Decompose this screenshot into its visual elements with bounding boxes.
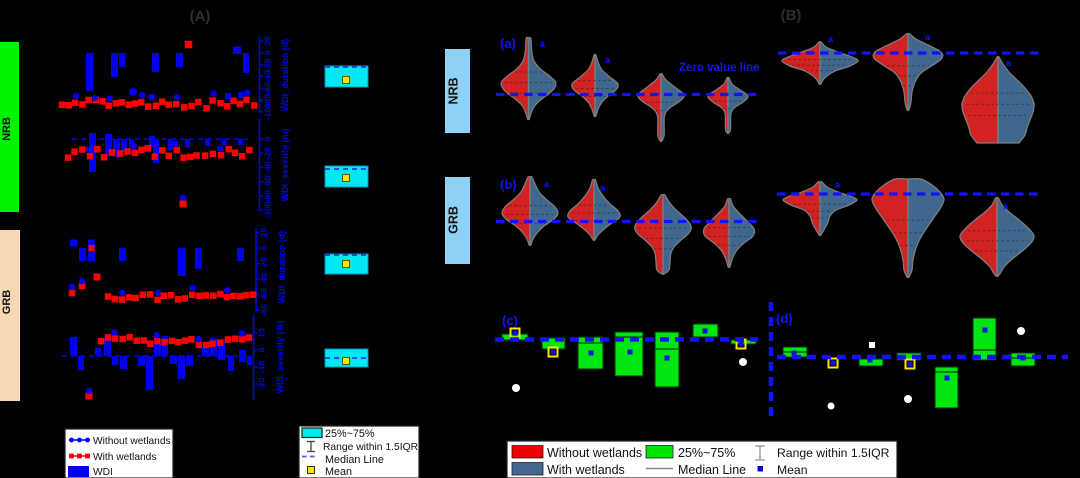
svg-text:a: a	[1006, 58, 1012, 68]
svg-text:Without wetlands: Without wetlands	[93, 436, 171, 447]
svg-text:Median Line: Median Line	[678, 463, 746, 477]
svg-text:a: a	[1003, 201, 1009, 211]
svg-text:a: a	[544, 179, 550, 189]
svg-text:NRB: NRB	[1, 117, 13, 141]
svg-text:a: a	[605, 55, 611, 65]
svg-text:(b): (b)	[500, 177, 517, 192]
svg-text:(c): (c)	[502, 313, 518, 328]
svg-text:With wetlands: With wetlands	[547, 463, 625, 477]
svg-text:0: 0	[259, 245, 269, 250]
svg-text:-100: -100	[263, 201, 273, 218]
svg-text:GRB: GRB	[447, 206, 461, 234]
svg-text:-80: -80	[263, 190, 273, 203]
svg-text:-20: -20	[257, 378, 267, 391]
svg-text:GRB: GRB	[1, 290, 13, 315]
svg-text:-40: -40	[259, 273, 269, 286]
svg-text:25%~75%: 25%~75%	[325, 428, 375, 440]
svg-text:WDI_severity (%): WDI_severity (%)	[275, 320, 285, 393]
svg-text:-40: -40	[263, 161, 273, 174]
svg-text:NRB: NRB	[447, 77, 461, 104]
svg-text:(d): (d)	[776, 311, 793, 326]
svg-text:0: 0	[263, 136, 273, 141]
svg-text:Range within 1.5IQR: Range within 1.5IQR	[323, 442, 418, 453]
svg-text:-100: -100	[263, 103, 273, 120]
svg-text:0: 0	[257, 347, 267, 352]
svg-text:-20: -20	[263, 147, 273, 160]
svg-text:-60: -60	[263, 82, 273, 95]
svg-text:WDI_duration (d): WDI_duration (d)	[280, 39, 290, 112]
svg-text:WDI_duration (d): WDI_duration (d)	[277, 231, 287, 304]
svg-text:-10: -10	[257, 361, 267, 374]
svg-text:-20: -20	[263, 58, 273, 71]
svg-text:(a): (a)	[500, 36, 516, 51]
svg-text:Mean: Mean	[777, 463, 808, 477]
svg-text:25%~75%: 25%~75%	[678, 446, 735, 460]
svg-text:Without wetlands: Without wetlands	[547, 446, 642, 460]
svg-text:20: 20	[263, 36, 273, 46]
svg-text:With wetlands: With wetlands	[93, 452, 156, 463]
svg-text:10: 10	[257, 328, 267, 338]
svg-text:-60: -60	[259, 288, 269, 301]
svg-text:Zero value line: Zero value line	[679, 62, 760, 74]
svg-text:(A): (A)	[190, 8, 211, 25]
svg-text:a: a	[540, 39, 546, 49]
svg-text:-60: -60	[263, 175, 273, 188]
svg-text:-20: -20	[259, 257, 269, 270]
svg-text:a: a	[835, 180, 841, 190]
svg-text:a: a	[925, 32, 931, 42]
svg-text:-80: -80	[259, 304, 269, 317]
svg-text:a: a	[600, 183, 606, 193]
svg-text:Range within 1.5IQR: Range within 1.5IQR	[777, 446, 890, 460]
svg-text:-80: -80	[263, 94, 273, 107]
svg-text:Median Line: Median Line	[325, 454, 384, 466]
svg-text:-40: -40	[263, 70, 273, 83]
svg-text:0: 0	[263, 50, 273, 55]
svg-text:a: a	[828, 34, 834, 44]
svg-text:WDI_severity (m): WDI_severity (m)	[280, 128, 290, 201]
svg-text:Mean: Mean	[325, 466, 352, 478]
svg-text:WDI: WDI	[93, 467, 113, 478]
svg-text:20: 20	[259, 228, 269, 238]
svg-text:(B): (B)	[781, 7, 802, 24]
